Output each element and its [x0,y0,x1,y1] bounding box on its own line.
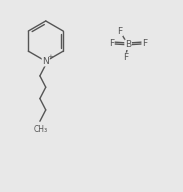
Text: N: N [42,57,49,66]
Text: F: F [117,27,122,36]
Text: +: + [47,54,53,60]
Text: F: F [123,53,128,62]
Text: B: B [125,40,131,49]
Text: CH₃: CH₃ [34,125,48,134]
Text: F: F [109,39,114,48]
Text: F: F [142,39,147,48]
